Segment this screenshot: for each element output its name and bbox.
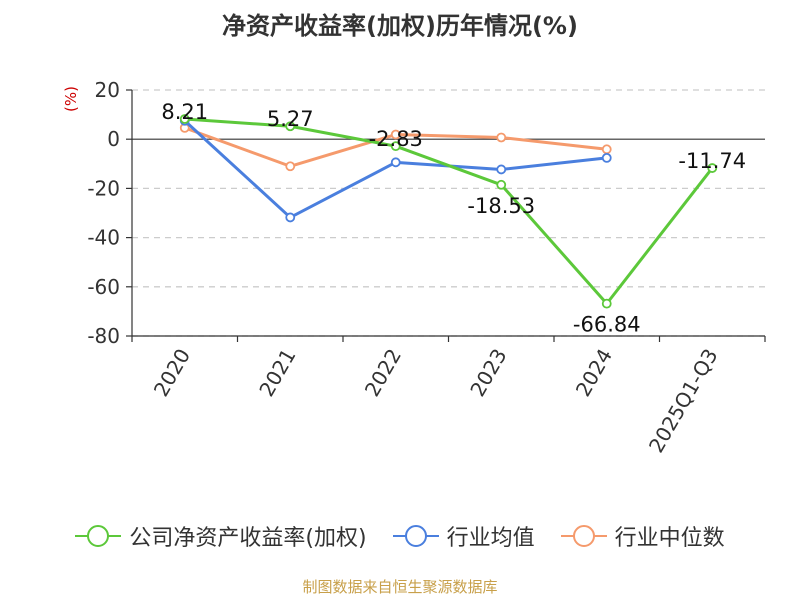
legend-item-industry-mean[interactable]: 行业均值	[392, 520, 535, 552]
y-tick-label: 0	[107, 127, 120, 151]
legend-label-industry-median: 行业中位数	[614, 526, 725, 551]
legend-marker-company	[75, 524, 122, 548]
chart-title: 净资产收益率(加权)历年情况(%)	[222, 12, 578, 40]
legend: 公司净资产收益率(加权) 行业均值 行业中位数	[0, 520, 800, 552]
y-tick-label: -80	[87, 324, 120, 348]
data-point	[496, 132, 507, 143]
x-tick-label: 2023	[465, 345, 511, 401]
data-point	[390, 141, 401, 152]
data-point	[496, 179, 507, 190]
legend-marker-industry-median	[560, 524, 607, 548]
y-tick-label: -40	[87, 226, 120, 250]
data-point	[285, 161, 296, 172]
x-tick-label: 2022	[360, 345, 406, 401]
data-point	[601, 298, 612, 309]
source-note: 制图数据来自恒生聚源数据库	[302, 578, 498, 596]
legend-label-industry-mean: 行业均值	[446, 526, 535, 551]
data-point	[285, 212, 296, 223]
data-label: -11.74	[678, 149, 746, 173]
y-tick-label: 20	[95, 78, 120, 102]
line-chart: 20 0 -20 -40 -60 -80 2020 2021 2022 2023 2024 2025Q…	[87, 78, 766, 457]
data-label: -2.83	[369, 127, 423, 151]
data-label: 5.27	[267, 107, 314, 131]
y-tick-label: -60	[87, 275, 120, 299]
data-label: -66.84	[573, 313, 641, 337]
data-point	[601, 144, 612, 155]
legend-label-company: 公司净资产收益率(加权)	[129, 526, 367, 551]
legend-marker-industry-mean	[392, 524, 439, 548]
data-point	[285, 121, 296, 132]
x-tick-label: 2025Q1-Q3	[644, 345, 723, 457]
data-point	[496, 164, 507, 175]
x-tick-label: 2020	[149, 345, 195, 401]
data-point	[390, 157, 401, 168]
data-point	[601, 152, 612, 163]
x-tick-label: 2024	[571, 345, 617, 401]
legend-item-industry-median[interactable]: 行业中位数	[560, 520, 725, 552]
data-label: 8.21	[161, 100, 208, 124]
x-tick-label: 2021	[254, 345, 300, 401]
legend-item-company[interactable]: 公司净资产收益率(加权)	[75, 520, 367, 552]
y-tick-label: -20	[87, 176, 120, 200]
data-point	[707, 163, 718, 173]
data-point	[179, 114, 190, 124]
data-point	[390, 129, 401, 140]
series-line	[184, 117, 714, 306]
data-label: -18.53	[467, 194, 535, 218]
